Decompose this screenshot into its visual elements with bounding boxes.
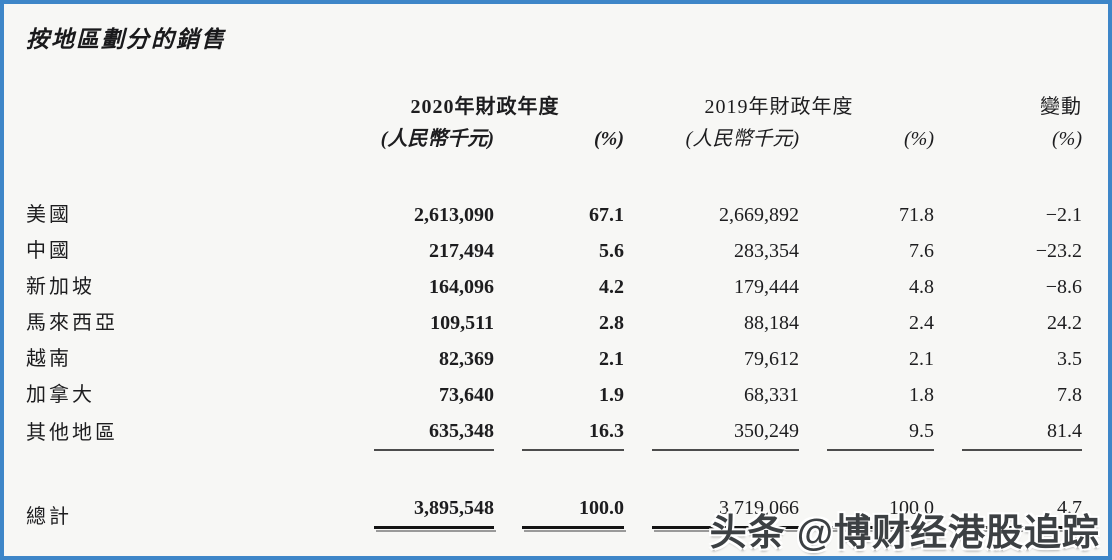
fy2019-pct: 71.8 [899, 204, 934, 226]
total-fy2019-value: 3,719,066 [652, 497, 801, 532]
fy2019-pct: 1.8 [909, 384, 934, 406]
total-change-pct: 4.7 [962, 497, 1084, 532]
fy2019-pct: 4.8 [909, 276, 934, 298]
fy2019-value: 79,612 [744, 348, 799, 370]
sales-by-region-table: 2020年財政年度 2019年財政年度 變動 (人民幣千元) (%) (人民幣千… [26, 90, 1084, 532]
fy2020-value: 2,613,090 [414, 204, 494, 226]
spacer [26, 451, 1082, 477]
change-pct: −2.1 [1045, 204, 1082, 226]
fy2019-pct: 7.6 [909, 240, 934, 262]
fy2020-pct: 1.9 [599, 384, 624, 406]
document-content: 按地區劃分的銷售 2020年財政年度 2019年財政年度 變動 (人民幣千元) … [4, 4, 1108, 532]
fy2020-pct: 2.8 [599, 312, 624, 334]
region-label: 其他地區 [26, 422, 118, 444]
change-pct: −23.2 [1035, 240, 1082, 262]
table-row: 中國 217,494 5.6 283,354 7.6 −23.2 [26, 233, 1082, 269]
fy2020-value: 635,348 [374, 413, 494, 451]
header-fy2019-percent: (%) [904, 128, 934, 150]
table-header: 2020年財政年度 2019年財政年度 變動 (人民幣千元) (%) (人民幣千… [26, 90, 1082, 197]
table-footer: 總計 3,895,548 100.0 3,719,066 100.0 4.7 [26, 451, 1084, 532]
change-pct: 3.5 [1057, 348, 1082, 370]
fy2019-pct: 2.1 [909, 348, 934, 370]
total-fy2020-value: 3,895,548 [374, 497, 496, 532]
header-empty-cell [26, 119, 346, 151]
fy2020-pct: 16.3 [522, 413, 624, 451]
total-fy2019-pct: 100.0 [827, 497, 936, 532]
table-row: 新加坡 164,096 4.2 179,444 4.8 −8.6 [26, 269, 1082, 305]
total-row: 總計 3,895,548 100.0 3,719,066 100.0 4.7 [26, 477, 1084, 532]
region-label: 中國 [26, 240, 72, 262]
table-row: 其他地區 635,348 16.3 350,249 9.5 81.4 [26, 413, 1082, 451]
fy2020-value: 109,511 [430, 312, 494, 334]
change-pct: 7.8 [1057, 384, 1082, 406]
change-pct: 24.2 [1047, 312, 1082, 334]
fy2020-value: 217,494 [429, 240, 494, 262]
fy2020-pct: 2.1 [599, 348, 624, 370]
header-fy2019: 2019年財政年度 [704, 96, 854, 118]
header-fy2020: 2020年財政年度 [410, 96, 560, 118]
region-label: 越南 [26, 348, 72, 370]
spacer [26, 151, 1082, 197]
table-body: 美國 2,613,090 67.1 2,669,892 71.8 −2.1 中國 217,49… [26, 197, 1082, 451]
fy2019-value: 88,184 [744, 312, 799, 334]
header-change-percent: (%) [1052, 128, 1082, 150]
fy2019-value: 350,249 [652, 413, 799, 451]
header-empty-cell [26, 90, 346, 119]
fy2019-value: 68,331 [744, 384, 799, 406]
fy2020-pct: 4.2 [599, 276, 624, 298]
fy2020-pct: 67.1 [589, 204, 624, 226]
change-pct: −8.6 [1045, 276, 1082, 298]
fy2019-value: 283,354 [734, 240, 799, 262]
table-row: 美國 2,613,090 67.1 2,669,892 71.8 −2.1 [26, 197, 1082, 233]
fy2020-value: 82,369 [439, 348, 494, 370]
total-fy2020-pct: 100.0 [522, 497, 626, 532]
header-fy2020-unit: (人民幣千元) [380, 128, 494, 150]
fy2019-pct: 2.4 [909, 312, 934, 334]
header-fy2019-unit: (人民幣千元) [685, 128, 799, 150]
table-row: 越南 82,369 2.1 79,612 2.1 3.5 [26, 341, 1082, 377]
region-label: 馬來西亞 [26, 312, 118, 334]
table-row: 加拿大 73,640 1.9 68,331 1.8 7.8 [26, 377, 1082, 413]
total-label: 總計 [26, 506, 72, 528]
fy2020-value: 164,096 [429, 276, 494, 298]
fy2019-value: 2,669,892 [719, 204, 799, 226]
region-label: 新加坡 [26, 276, 95, 298]
change-pct: 81.4 [962, 413, 1082, 451]
table-row: 馬來西亞 109,511 2.8 88,184 2.4 24.2 [26, 305, 1082, 341]
fy2020-value: 73,640 [439, 384, 494, 406]
fy2019-value: 179,444 [734, 276, 799, 298]
watermark: 头条 @博财经港股追踪 [709, 512, 1100, 553]
page-title: 按地區劃分的銷售 [26, 27, 226, 52]
header-change: 變動 [1040, 96, 1082, 118]
fy2020-pct: 5.6 [599, 240, 624, 262]
header-fy2020-percent: (%) [594, 128, 624, 150]
region-label: 加拿大 [26, 384, 95, 406]
region-label: 美國 [26, 204, 72, 226]
fy2019-pct: 9.5 [827, 413, 934, 451]
